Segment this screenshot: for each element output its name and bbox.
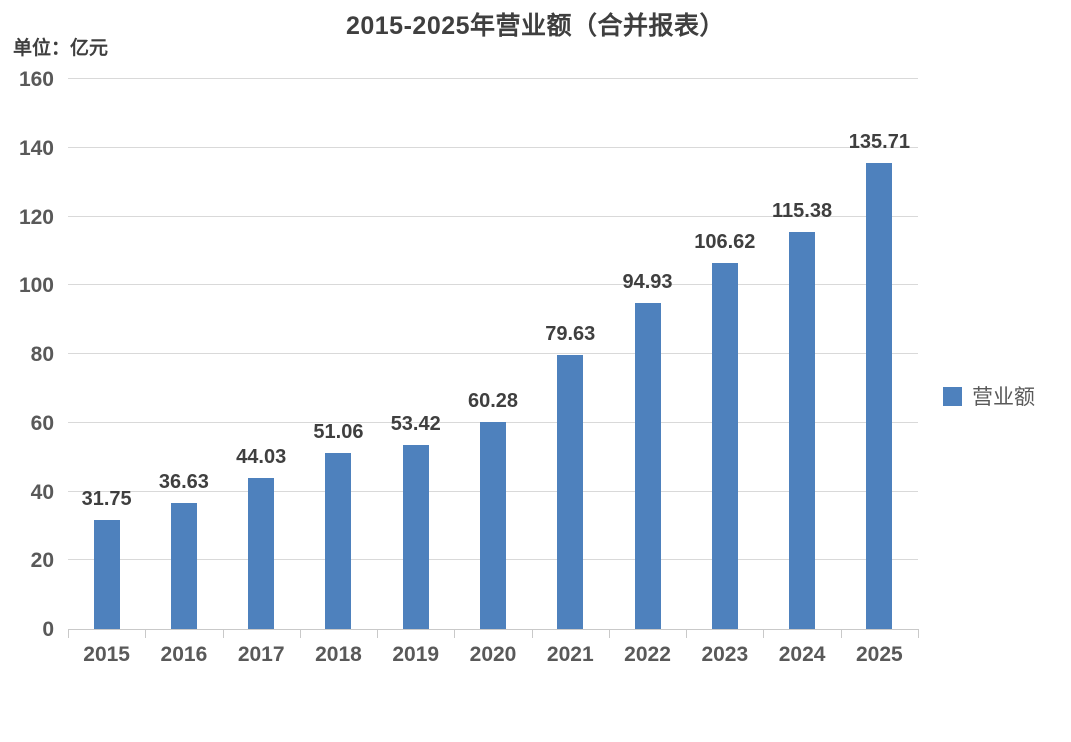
bar-value-label: 106.62 [694,230,756,253]
x-tick-label: 2020 [469,643,517,666]
bar-2018 [325,453,352,629]
y-tick-label: 140 [18,136,54,160]
x-axis-tick [377,629,379,638]
gridline [68,215,918,217]
legend-label: 营业额 [972,386,1035,409]
y-tick-label: 120 [18,205,54,229]
y-tick-label: 80 [30,343,54,366]
bar-2017 [248,477,275,629]
gridline [68,146,918,148]
gridline [68,78,918,79]
gridline [68,284,918,286]
x-tick-label: 2022 [624,643,671,666]
bar-2022 [634,302,661,629]
bar-2024 [789,232,816,629]
bar-2021 [557,355,584,629]
bar-value-label: 94.93 [622,270,673,293]
x-axis-tick [454,629,456,638]
x-tick-label: 2015 [83,643,130,666]
x-axis-tick [222,629,224,638]
y-tick-label: 60 [30,411,54,435]
x-tick-label: 2024 [778,643,826,666]
bar-2015 [93,519,120,629]
bar-2025 [866,162,893,629]
legend: 营业额 [943,381,1035,411]
x-axis-tick [686,629,688,638]
y-tick-label: 20 [30,549,54,573]
bar-value-label: 53.42 [390,413,441,436]
x-axis-tick [918,629,919,638]
bar-2023 [711,262,738,629]
bar-value-label: 79.63 [545,323,596,346]
y-tick-label: 0 [42,618,54,641]
gridline [68,353,918,354]
x-axis-tick [299,629,301,638]
legend-swatch [943,386,962,406]
bar-value-label: 51.06 [313,421,364,444]
x-tick-label: 2016 [160,643,208,666]
chart-title: 2015-2025年营业额（合并报表） [345,12,726,40]
x-axis-tick [531,629,533,638]
x-axis-tick [68,629,69,638]
x-axis-tick [840,629,842,638]
x-tick-label: 2017 [237,643,285,666]
x-axis-tick [145,629,147,638]
bar-value-label: 44.03 [236,445,287,468]
y-tick-label: 160 [18,68,54,91]
plot-area: 0 20 40 60 80 100 120 140 160 31.75 2015 36.63 2016 4… [19,68,919,666]
y-axis-unit-label: 单位：亿元 [13,38,109,59]
x-tick-label: 2018 [315,643,362,666]
bar-value-label: 60.28 [467,389,519,412]
bar-value-label: 115.38 [772,200,833,223]
bar-2016 [170,503,197,629]
bar-value-label: 135.71 [848,130,910,153]
x-tick-label: 2021 [546,643,594,666]
bar-value-label: 36.63 [158,471,209,494]
bar-value-label: 31.75 [81,487,132,510]
bar-2020 [480,421,506,629]
x-axis-tick [608,629,610,638]
x-tick-label: 2023 [701,643,749,666]
x-tick-label: 2019 [392,643,440,666]
x-tick-label: 2025 [856,643,903,666]
x-axis-line [68,629,918,630]
bar-2019 [402,445,429,629]
y-tick-label: 40 [30,480,54,504]
y-tick-label: 100 [18,274,54,298]
x-axis-tick [763,629,765,638]
